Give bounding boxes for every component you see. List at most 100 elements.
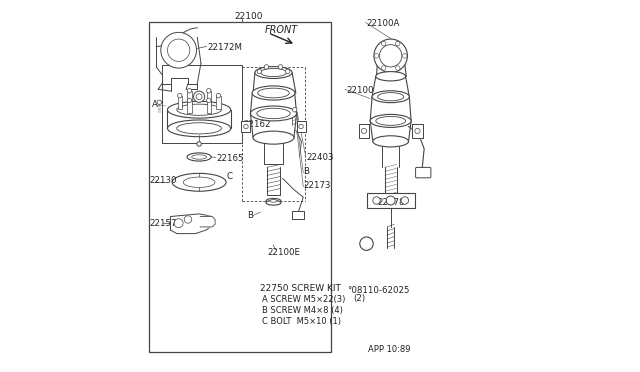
Polygon shape <box>296 121 306 132</box>
Circle shape <box>373 197 380 204</box>
Circle shape <box>360 237 373 250</box>
Circle shape <box>396 66 400 70</box>
Circle shape <box>244 124 248 129</box>
Circle shape <box>278 65 283 69</box>
Circle shape <box>396 41 400 46</box>
Ellipse shape <box>187 153 211 161</box>
Polygon shape <box>170 214 212 234</box>
Text: APP 10:89: APP 10:89 <box>369 345 411 354</box>
Circle shape <box>374 54 379 58</box>
Ellipse shape <box>257 108 291 119</box>
Ellipse shape <box>168 101 231 118</box>
Circle shape <box>264 65 269 69</box>
Circle shape <box>187 98 191 103</box>
Circle shape <box>285 69 290 74</box>
Bar <box>216 96 221 109</box>
Ellipse shape <box>177 123 221 134</box>
Bar <box>187 91 191 104</box>
Circle shape <box>174 219 183 228</box>
Text: 22100A: 22100A <box>366 19 399 28</box>
Text: 22173: 22173 <box>303 182 331 190</box>
Ellipse shape <box>255 67 292 78</box>
Ellipse shape <box>376 116 406 125</box>
Text: C: C <box>227 172 232 181</box>
Circle shape <box>161 32 196 68</box>
Text: 22165: 22165 <box>216 154 244 163</box>
Ellipse shape <box>370 115 411 127</box>
Text: B: B <box>248 211 253 220</box>
Ellipse shape <box>253 131 294 144</box>
Circle shape <box>193 91 205 102</box>
Text: 22100: 22100 <box>346 86 374 94</box>
Ellipse shape <box>376 72 406 81</box>
Polygon shape <box>241 121 250 132</box>
Bar <box>187 100 191 113</box>
Circle shape <box>374 39 408 73</box>
Text: B: B <box>303 167 309 176</box>
Circle shape <box>168 39 190 61</box>
Text: A: A <box>152 100 157 109</box>
Bar <box>177 96 182 109</box>
Ellipse shape <box>258 88 289 98</box>
Bar <box>292 211 304 219</box>
Text: 22178: 22178 <box>378 198 404 207</box>
Ellipse shape <box>378 93 404 101</box>
Ellipse shape <box>250 106 296 121</box>
Text: (2): (2) <box>353 294 365 303</box>
Bar <box>162 65 242 143</box>
Circle shape <box>381 66 386 70</box>
Ellipse shape <box>260 68 287 77</box>
Circle shape <box>207 98 211 103</box>
Circle shape <box>403 54 407 58</box>
Bar <box>207 100 211 113</box>
FancyBboxPatch shape <box>415 167 431 178</box>
Text: 22750 SCREW KIT: 22750 SCREW KIT <box>260 284 341 293</box>
Circle shape <box>196 94 202 100</box>
Circle shape <box>184 216 191 223</box>
Text: C BOLT  M5×10 (1): C BOLT M5×10 (1) <box>262 317 341 326</box>
Circle shape <box>207 89 211 93</box>
Circle shape <box>380 45 402 67</box>
Ellipse shape <box>252 86 295 100</box>
Text: °08110-62025: °08110-62025 <box>347 286 410 295</box>
Text: 22130: 22130 <box>150 176 177 185</box>
Text: 22162: 22162 <box>243 120 271 129</box>
Ellipse shape <box>183 177 215 187</box>
Text: A SCREW M5×22(3): A SCREW M5×22(3) <box>262 295 346 304</box>
Circle shape <box>157 100 161 105</box>
Circle shape <box>381 41 386 46</box>
Ellipse shape <box>266 198 281 203</box>
Circle shape <box>362 128 367 134</box>
Ellipse shape <box>372 91 410 103</box>
Text: 22172M: 22172M <box>207 43 243 52</box>
Bar <box>367 193 415 208</box>
Circle shape <box>401 197 408 204</box>
Ellipse shape <box>373 136 408 147</box>
Text: B: B <box>364 239 369 248</box>
Ellipse shape <box>266 200 281 205</box>
Ellipse shape <box>191 155 207 159</box>
Ellipse shape <box>168 120 231 137</box>
Text: 22403: 22403 <box>307 153 334 162</box>
Circle shape <box>177 93 182 98</box>
Text: 22100E: 22100E <box>267 248 300 257</box>
Ellipse shape <box>172 173 226 191</box>
Text: FRONT: FRONT <box>265 25 298 35</box>
Bar <box>207 91 211 104</box>
Circle shape <box>257 69 262 74</box>
Text: B SCREW M4×8 (4): B SCREW M4×8 (4) <box>262 306 343 315</box>
Polygon shape <box>412 124 422 138</box>
Text: 22157: 22157 <box>150 219 177 228</box>
Circle shape <box>415 128 420 134</box>
Bar <box>149 22 331 352</box>
Circle shape <box>386 196 395 205</box>
Circle shape <box>216 93 221 98</box>
Polygon shape <box>200 217 215 227</box>
Text: 22100: 22100 <box>234 12 263 21</box>
Circle shape <box>292 108 297 112</box>
Circle shape <box>197 142 202 146</box>
Polygon shape <box>358 124 369 138</box>
Circle shape <box>299 124 303 129</box>
Ellipse shape <box>177 104 221 115</box>
Ellipse shape <box>270 199 277 202</box>
